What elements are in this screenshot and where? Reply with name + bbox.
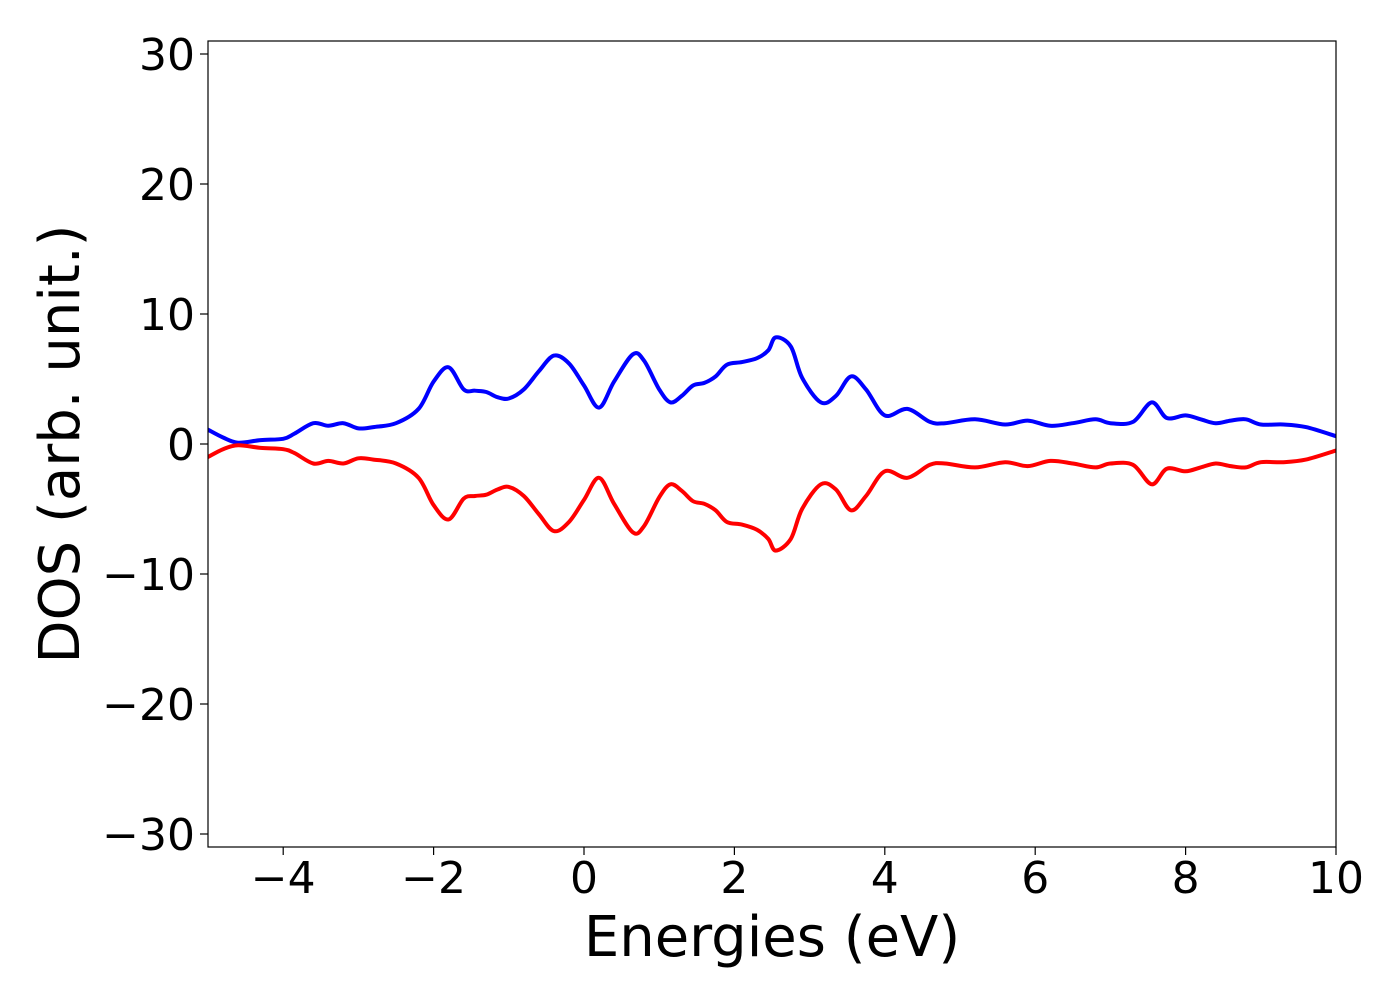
x-tick-label: 2 bbox=[720, 853, 748, 904]
y-tick-label: 0 bbox=[167, 420, 195, 471]
y-tick-label: 30 bbox=[139, 30, 195, 81]
x-axis-label: Energies (eV) bbox=[584, 905, 960, 970]
series-line-up bbox=[208, 335, 1336, 445]
y-tick-label: −10 bbox=[102, 550, 195, 601]
y-tick-label: −30 bbox=[102, 810, 195, 861]
series-layer bbox=[208, 335, 1336, 553]
plot-area bbox=[207, 40, 1337, 848]
x-axis-ticks: −4 −2 0 2 4 6 8 10 bbox=[251, 847, 1364, 904]
y-tick-label: −20 bbox=[102, 680, 195, 731]
y-axis-ticks: −30 −20 −10 0 10 20 30 bbox=[102, 30, 208, 861]
x-tick-label: 10 bbox=[1308, 853, 1364, 904]
y-tick-label: 20 bbox=[139, 160, 195, 211]
x-tick-label: −4 bbox=[251, 853, 316, 904]
x-tick-label: 8 bbox=[1172, 853, 1200, 904]
x-tick-label: 0 bbox=[570, 853, 598, 904]
x-tick-label: −2 bbox=[401, 853, 466, 904]
series-line-down bbox=[208, 443, 1336, 553]
x-tick-label: 6 bbox=[1021, 853, 1049, 904]
x-tick-label: 4 bbox=[871, 853, 899, 904]
plot-frame bbox=[207, 40, 1337, 848]
y-tick-label: 10 bbox=[139, 290, 195, 341]
y-axis-label: DOS (arb. unit.) bbox=[28, 224, 93, 663]
